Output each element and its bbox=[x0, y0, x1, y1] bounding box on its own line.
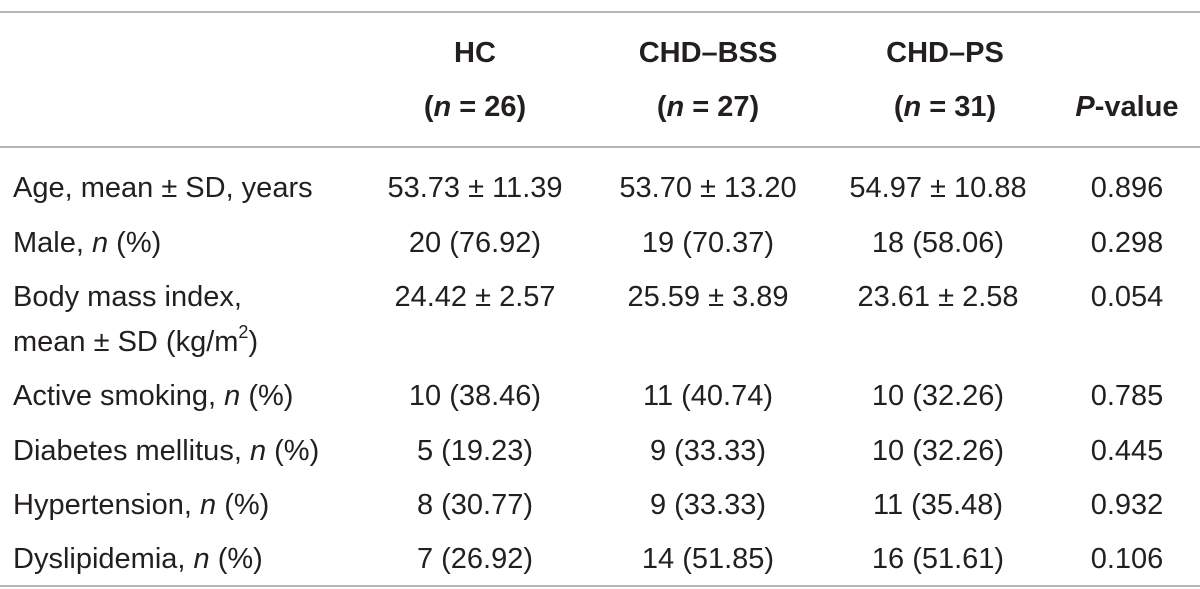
cell-male-p: 0.298 bbox=[1090, 227, 1164, 259]
header-bss-name: CHD–BSS bbox=[638, 37, 778, 69]
cell-smoking-p: 0.785 bbox=[1090, 380, 1164, 412]
table-top-rule bbox=[0, 11, 1200, 13]
cell-male-bss: 19 (70.37) bbox=[641, 227, 775, 259]
cell-dyslipidemia-ps: 16 (51.61) bbox=[871, 543, 1005, 575]
header-ps-n: (n = 31) bbox=[893, 91, 997, 123]
cell-hypertension-ps: 11 (35.48) bbox=[872, 489, 1004, 521]
header-p-value: P-value bbox=[1075, 91, 1179, 123]
cell-dyslipidemia-hc: 7 (26.92) bbox=[416, 543, 534, 575]
cell-smoking-hc: 10 (38.46) bbox=[408, 380, 542, 412]
cell-diabetes-bss: 9 (33.33) bbox=[649, 435, 767, 467]
cell-diabetes-ps: 10 (32.26) bbox=[871, 435, 1005, 467]
cell-age-ps: 54.97 ± 10.88 bbox=[849, 172, 1027, 204]
cell-smoking-ps: 10 (32.26) bbox=[871, 380, 1005, 412]
cell-male-ps: 18 (58.06) bbox=[871, 227, 1005, 259]
row-label-diabetes: Diabetes mellitus, n (%) bbox=[13, 435, 320, 467]
cell-age-hc: 53.73 ± 11.39 bbox=[387, 172, 563, 204]
cell-diabetes-hc: 5 (19.23) bbox=[416, 435, 534, 467]
cell-dyslipidemia-bss: 14 (51.85) bbox=[641, 543, 775, 575]
cell-smoking-bss: 11 (40.74) bbox=[642, 380, 774, 412]
cell-diabetes-p: 0.445 bbox=[1090, 435, 1164, 467]
cell-bmi-ps: 23.61 ± 2.58 bbox=[857, 281, 1019, 313]
row-label-male: Male, n (%) bbox=[13, 227, 162, 259]
header-hc-n: (n = 26) bbox=[423, 91, 527, 123]
header-hc-name: HC bbox=[454, 37, 496, 69]
cell-bmi-hc: 24.42 ± 2.57 bbox=[394, 281, 556, 313]
header-ps-name: CHD–PS bbox=[886, 37, 1004, 69]
row-label-bmi-line2: mean ± SD (kg/m2) bbox=[13, 322, 259, 358]
cell-hypertension-p: 0.932 bbox=[1090, 489, 1164, 521]
cell-age-p: 0.896 bbox=[1090, 172, 1164, 204]
row-label-hypertension: Hypertension, n (%) bbox=[13, 489, 270, 521]
cell-male-hc: 20 (76.92) bbox=[408, 227, 542, 259]
cell-bmi-p: 0.054 bbox=[1090, 281, 1164, 313]
cell-age-bss: 53.70 ± 13.20 bbox=[619, 172, 797, 204]
row-label-age: Age, mean ± SD, years bbox=[13, 172, 313, 204]
row-label-bmi-line1: Body mass index, bbox=[13, 281, 242, 313]
cell-hypertension-hc: 8 (30.77) bbox=[416, 489, 534, 521]
cell-hypertension-bss: 9 (33.33) bbox=[649, 489, 767, 521]
row-label-dyslipidemia: Dyslipidemia, n (%) bbox=[13, 543, 263, 575]
header-bss-n: (n = 27) bbox=[656, 91, 760, 123]
cell-dyslipidemia-p: 0.106 bbox=[1090, 543, 1164, 575]
row-label-smoking: Active smoking, n (%) bbox=[13, 380, 294, 412]
table-bottom-rule bbox=[0, 585, 1200, 587]
table-header-rule bbox=[0, 146, 1200, 148]
cell-bmi-bss: 25.59 ± 3.89 bbox=[627, 281, 789, 313]
